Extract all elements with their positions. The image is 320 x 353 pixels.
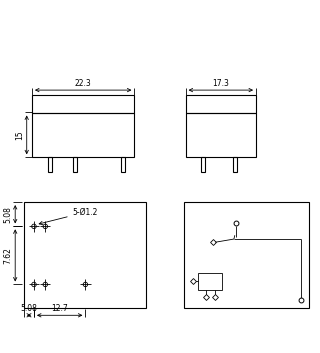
Text: 5-Ø1.2: 5-Ø1.2 [39,208,98,225]
Bar [73,157,77,172]
Bar [233,157,237,172]
Bar [186,113,256,157]
Bar [184,202,309,308]
Text: 12.7: 12.7 [51,304,68,313]
Text: 22.3: 22.3 [75,78,92,88]
Bar [186,95,256,113]
Text: 7.62: 7.62 [4,247,12,264]
Text: 5.08: 5.08 [4,206,12,223]
Text: 17.3: 17.3 [212,78,229,88]
Text: 5.08: 5.08 [20,304,37,313]
Bar [198,273,222,290]
Bar [24,202,146,308]
Text: 15: 15 [15,130,24,140]
Bar [121,157,125,172]
Bar [32,95,134,113]
Bar [201,157,205,172]
Bar [47,157,52,172]
Bar [32,113,134,157]
